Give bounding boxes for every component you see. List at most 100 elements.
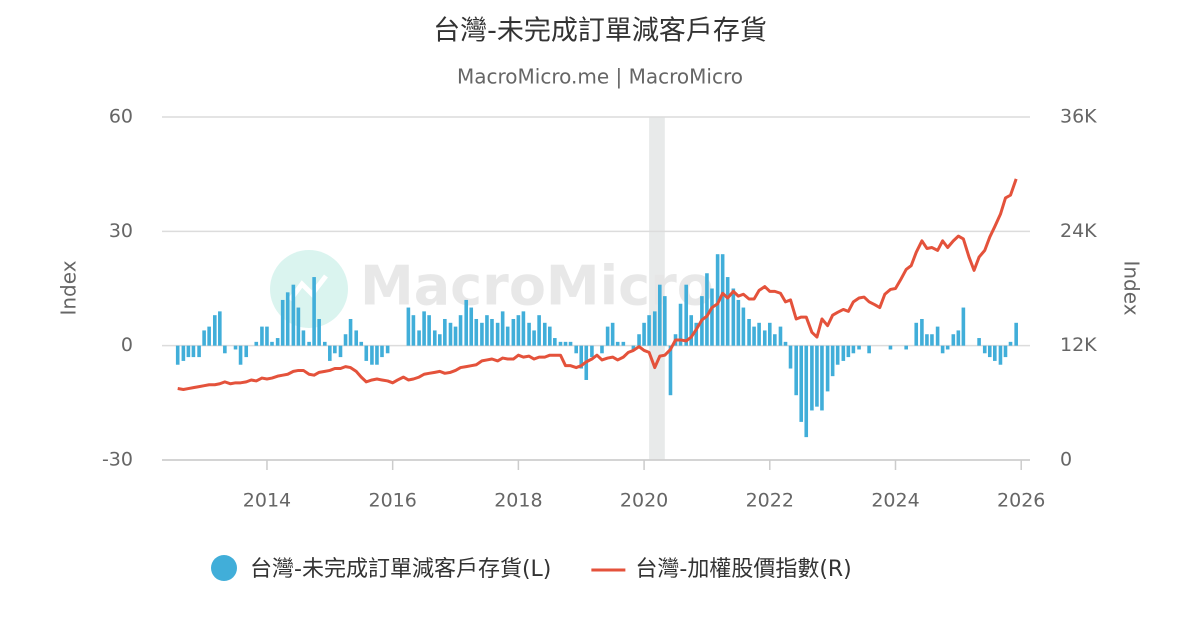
bar bbox=[348, 318, 353, 346]
bar bbox=[705, 273, 709, 346]
bar bbox=[191, 345, 196, 358]
bar bbox=[888, 345, 893, 350]
bar bbox=[359, 341, 364, 346]
bar bbox=[480, 322, 484, 346]
x-tick-label: 2026 bbox=[997, 490, 1045, 512]
watermark: MacroMicro bbox=[270, 250, 714, 328]
legend-label: 台灣-未完成訂單減客戶存貨(L) bbox=[250, 557, 551, 582]
bar bbox=[835, 345, 840, 365]
bar bbox=[657, 284, 662, 346]
shaded-region bbox=[649, 117, 665, 460]
bar bbox=[280, 299, 285, 346]
bar bbox=[490, 318, 494, 346]
bar bbox=[328, 345, 332, 361]
bar bbox=[438, 334, 442, 346]
bar bbox=[747, 318, 751, 346]
bar bbox=[553, 338, 557, 346]
bar bbox=[663, 296, 667, 346]
y2-tick-label: 0 bbox=[1060, 449, 1072, 471]
bar bbox=[558, 341, 563, 346]
bar bbox=[307, 341, 311, 346]
x-tick-label: 2016 bbox=[368, 490, 416, 512]
bar bbox=[945, 345, 950, 350]
bar bbox=[799, 345, 804, 422]
bar bbox=[338, 345, 343, 358]
bar bbox=[940, 345, 945, 354]
bar bbox=[841, 345, 846, 361]
bar bbox=[432, 330, 437, 346]
bar bbox=[810, 345, 814, 411]
bar bbox=[773, 334, 777, 346]
bar bbox=[725, 277, 730, 346]
bar bbox=[270, 341, 274, 346]
bar bbox=[343, 334, 348, 346]
bar bbox=[406, 307, 411, 346]
bar bbox=[458, 315, 463, 346]
bar bbox=[830, 345, 835, 377]
bar bbox=[1014, 322, 1018, 346]
y-tick-label: 30 bbox=[109, 220, 133, 242]
bar bbox=[537, 315, 541, 346]
bar bbox=[930, 334, 934, 346]
bar bbox=[260, 326, 264, 346]
bar bbox=[380, 345, 384, 358]
bar bbox=[417, 330, 421, 346]
bar bbox=[961, 307, 966, 346]
bar bbox=[505, 326, 510, 346]
bar bbox=[815, 345, 819, 407]
bar bbox=[233, 345, 238, 350]
bar bbox=[904, 345, 908, 350]
y-tick-label: -30 bbox=[102, 449, 133, 471]
legend-swatch bbox=[211, 555, 237, 581]
bar bbox=[527, 322, 531, 346]
bar bbox=[778, 326, 783, 346]
bar bbox=[427, 315, 431, 346]
bar bbox=[637, 334, 641, 346]
y2-tick-label: 24K bbox=[1060, 220, 1097, 242]
bar bbox=[857, 345, 861, 350]
bar bbox=[615, 341, 620, 346]
bar bbox=[987, 345, 992, 358]
bar bbox=[364, 345, 369, 361]
bar bbox=[610, 322, 615, 346]
bar bbox=[804, 345, 809, 438]
bar bbox=[694, 322, 699, 346]
line-series bbox=[177, 178, 1018, 391]
x-tick-label: 2020 bbox=[620, 490, 668, 512]
bar bbox=[411, 315, 416, 346]
bar bbox=[647, 315, 651, 346]
bar bbox=[385, 345, 390, 354]
bar bbox=[783, 341, 788, 346]
y-tick-label: 60 bbox=[109, 106, 133, 128]
bar bbox=[197, 345, 201, 358]
bar bbox=[485, 315, 489, 346]
bar bbox=[935, 326, 940, 346]
bar bbox=[794, 345, 798, 396]
bar bbox=[291, 284, 296, 346]
bar bbox=[238, 345, 243, 365]
bar bbox=[275, 338, 280, 346]
bar bbox=[469, 307, 474, 346]
bar bbox=[851, 345, 856, 354]
bar bbox=[605, 326, 610, 346]
bar bbox=[254, 341, 259, 346]
bar bbox=[668, 345, 673, 396]
bar bbox=[202, 330, 206, 346]
bar bbox=[867, 345, 871, 354]
bar bbox=[218, 311, 222, 346]
bar bbox=[500, 311, 505, 346]
bar bbox=[443, 318, 447, 346]
bar bbox=[542, 322, 547, 346]
bar bbox=[175, 345, 180, 365]
bar bbox=[285, 292, 290, 346]
bar bbox=[548, 326, 552, 346]
x-tick-label: 2018 bbox=[494, 490, 542, 512]
y2-axis-title: Index bbox=[1120, 260, 1144, 315]
bar bbox=[678, 303, 683, 346]
bar bbox=[354, 330, 359, 346]
y2-tick-label: 36K bbox=[1060, 106, 1097, 128]
legend-label: 台灣-加權股價指數(R) bbox=[635, 557, 851, 582]
bar bbox=[1003, 345, 1008, 358]
